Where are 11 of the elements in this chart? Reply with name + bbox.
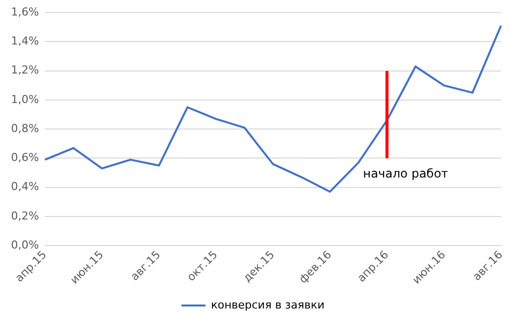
y-tick-label: 1,4% (10, 34, 39, 48)
y-tick-label: 0,6% (10, 151, 39, 164)
y-tick-label: 0,2% (10, 209, 39, 222)
y-tick-label: 0,0% (10, 238, 39, 252)
y-tick-label: 1,2% (10, 64, 39, 77)
y-tick-label: 1,0% (10, 92, 39, 106)
legend-label: конверсия в заявки (210, 298, 325, 312)
y-tick-label: 1,6% (10, 5, 39, 18)
annotation: начало работ (362, 166, 448, 180)
y-tick-label: 0,4% (10, 180, 39, 194)
y-tick-label: 0,8% (10, 122, 39, 135)
